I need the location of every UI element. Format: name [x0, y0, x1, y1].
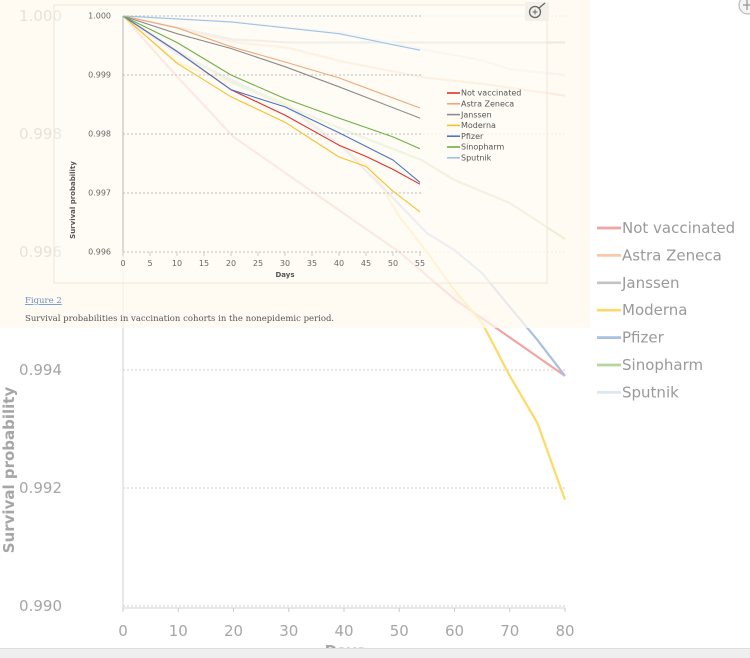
inset-chart-y-ticks: 0.996 0.997 0.998 0.999 1.000 — [88, 12, 111, 257]
series-line-sinopharm — [122, 15, 421, 150]
y-tick-label: 0.999 — [88, 71, 111, 80]
legend-item: Pfizer — [447, 132, 484, 141]
legend-item: Sinopharm — [447, 143, 504, 152]
x-tick-label: 30 — [279, 622, 298, 640]
legend-item: Moderna — [597, 301, 687, 319]
legend-item: Janssen — [447, 110, 492, 119]
y-tick-label: 0.992 — [19, 479, 62, 497]
legend-label: Sputnik — [461, 153, 492, 162]
y-tick-label: 0.990 — [19, 597, 62, 615]
inset-chart-y-axis-title: Survival probability — [69, 161, 77, 239]
legend-label: Astra Zeneca — [461, 99, 514, 108]
x-tick-label: 80 — [555, 622, 574, 640]
x-tick-label: 70 — [500, 622, 519, 640]
series-line-sputnik — [122, 15, 421, 51]
legend-label: Not vaccinated — [622, 219, 735, 237]
corner-zoom-in-icon[interactable] — [738, 0, 750, 15]
legend-item: Not vaccinated — [597, 219, 735, 237]
series-line-janssen — [122, 15, 421, 119]
y-tick-label: 0.998 — [88, 130, 111, 139]
x-tick-label: 20 — [226, 259, 236, 268]
legend-label: Astra Zeneca — [622, 246, 722, 264]
legend-label: Janssen — [460, 110, 492, 119]
inset-chart-gridlines — [122, 15, 421, 253]
legend-label: Pfizer — [461, 132, 484, 141]
figure-caption: Survival probabilities in vaccination co… — [25, 314, 334, 324]
x-tick-label: 25 — [253, 259, 263, 268]
legend-item: Janssen — [597, 274, 680, 292]
legend-item: Sputnik — [447, 153, 492, 162]
legend-label: Sputnik — [622, 383, 679, 401]
x-tick-label: 40 — [334, 259, 344, 268]
series-line-pfizer — [122, 15, 421, 183]
big-chart-x-ticks: 0 10 20 30 40 50 60 70 80 — [118, 608, 575, 640]
x-tick-label: 60 — [445, 622, 464, 640]
y-tick-label: 1.000 — [88, 12, 111, 21]
legend-item: Not vaccinated — [447, 89, 521, 98]
y-tick-label: 0.997 — [88, 189, 111, 198]
x-tick-label: 10 — [169, 622, 188, 640]
x-tick-label: 50 — [388, 259, 398, 268]
legend-label: Not vaccinated — [461, 89, 521, 98]
x-tick-label: 45 — [361, 259, 371, 268]
series-line-moderna — [122, 15, 421, 213]
legend-item: Astra Zeneca — [597, 246, 722, 264]
legend-label: Moderna — [461, 121, 496, 130]
x-tick-label: 35 — [307, 259, 317, 268]
y-tick-label: 0.996 — [88, 248, 111, 257]
big-chart-y-axis-title: Survival probability — [0, 387, 18, 554]
x-tick-label: 40 — [334, 622, 353, 640]
inset-chart-x-axis-title: Days — [275, 271, 294, 279]
x-tick-label: 55 — [415, 259, 425, 268]
inset-panel-background — [0, 0, 590, 328]
legend-label: Moderna — [622, 301, 687, 319]
inset-chart-x-ticks: 0 5 10 15 20 25 30 35 40 45 50 55 — [120, 252, 425, 268]
x-tick-label: 5 — [147, 259, 152, 268]
x-tick-label: 20 — [224, 622, 243, 640]
figure-2-link[interactable]: Figure 2 — [25, 296, 62, 306]
inset-zoom-in-icon[interactable] — [525, 2, 549, 21]
x-tick-label: 50 — [390, 622, 409, 640]
inset-chart-frame — [53, 4, 548, 284]
x-tick-label: 0 — [118, 622, 128, 640]
legend-item: Pfizer — [597, 329, 665, 347]
legend-label: Janssen — [621, 274, 680, 292]
inset-chart-series — [122, 15, 421, 213]
legend-label: Sinopharm — [461, 143, 504, 152]
series-line-astra-zeneca — [122, 15, 421, 109]
legend-label: Sinopharm — [622, 356, 703, 374]
legend-item: Astra Zeneca — [447, 99, 514, 108]
x-tick-label: 15 — [199, 259, 209, 268]
y-tick-label: 0.994 — [19, 361, 62, 379]
legend-item: Sinopharm — [597, 356, 703, 374]
big-chart-legend: Not vaccinated Astra Zeneca Janssen Moderna… — [597, 219, 735, 401]
x-tick-label: 0 — [120, 259, 125, 268]
x-tick-label: 10 — [172, 259, 182, 268]
x-tick-label: 30 — [280, 259, 290, 268]
legend-item: Sputnik — [597, 383, 679, 401]
legend-label: Pfizer — [622, 329, 665, 347]
bottom-scrollbar-strip[interactable] — [0, 648, 750, 658]
legend-item: Moderna — [447, 121, 496, 130]
